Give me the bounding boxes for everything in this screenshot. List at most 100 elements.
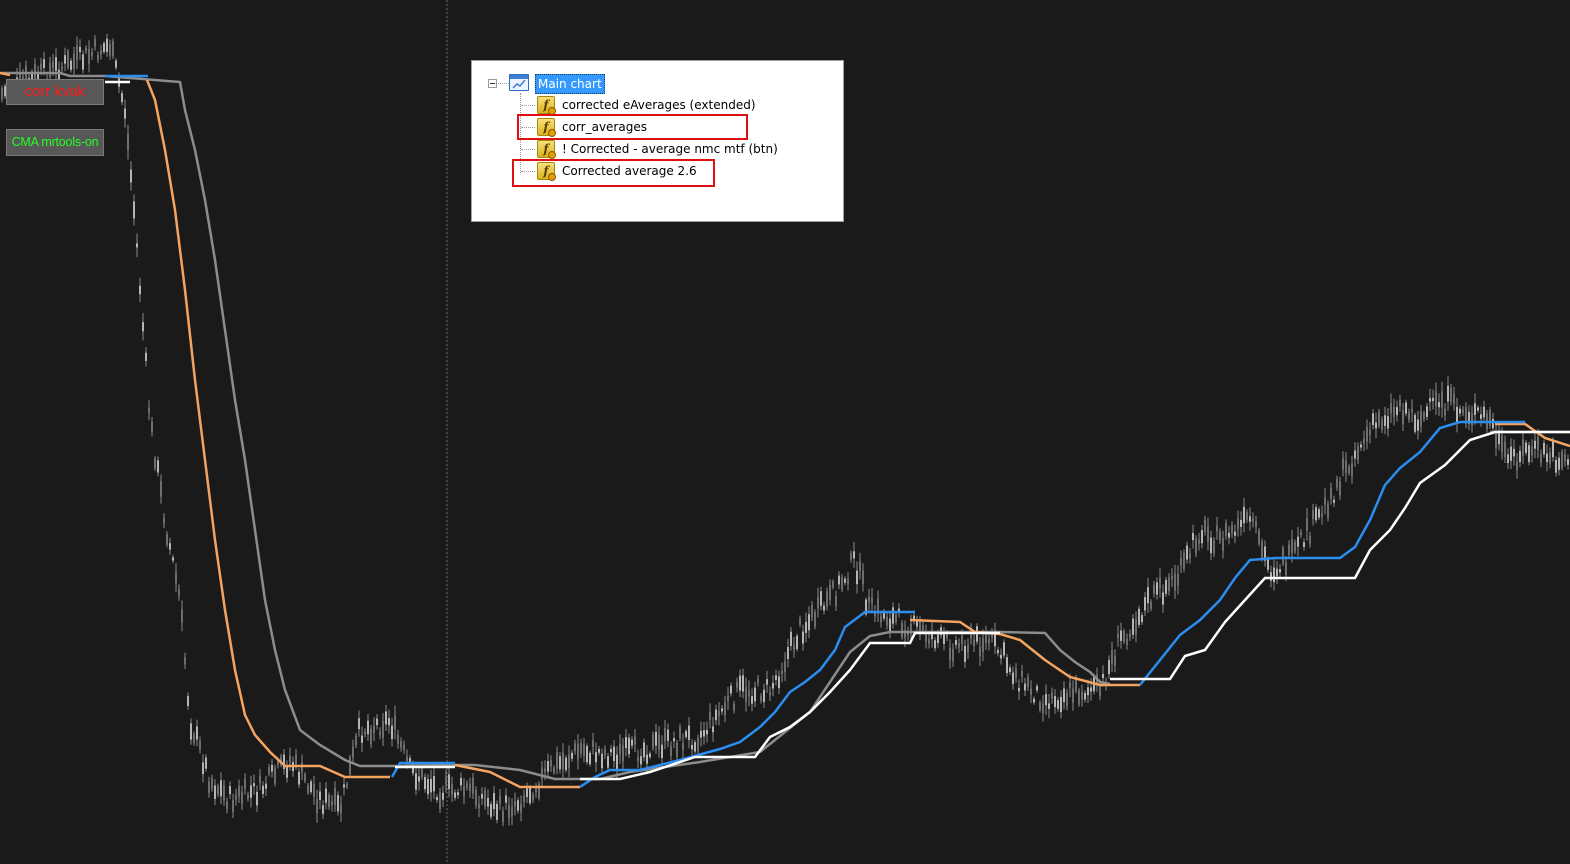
candle-body-176 — [529, 787, 531, 804]
candle-body-357 — [1072, 688, 1074, 703]
candle-body-98 — [295, 754, 297, 765]
candle-body-117 — [352, 746, 354, 758]
candle-body-95 — [286, 765, 288, 778]
candle-body-79 — [238, 786, 240, 797]
blue-corrected-average-line — [105, 74, 1525, 789]
candle-body-267 — [802, 631, 804, 644]
indicator-function-icon: f — [537, 140, 556, 159]
candle-body-519 — [1558, 457, 1560, 470]
candle-body-27 — [82, 54, 84, 70]
candle-body-460 — [1381, 419, 1383, 430]
candle-body-444 — [1333, 499, 1335, 503]
candle-body-127 — [382, 721, 384, 738]
candle-body-12 — [37, 73, 39, 83]
candle-body-413 — [1240, 519, 1242, 527]
candle-body-250 — [751, 696, 753, 704]
candle-body-505 — [1516, 461, 1518, 471]
candle-body-162 — [487, 797, 489, 807]
candle-body-441 — [1324, 497, 1326, 505]
tree-root-main-chart[interactable]: Main chart — [535, 74, 605, 94]
candle-body-133 — [400, 741, 402, 748]
candle-body-16 — [49, 62, 51, 78]
candle-body-503 — [1510, 446, 1512, 461]
candle-body-116 — [349, 756, 351, 774]
candle-body-522 — [1567, 459, 1569, 465]
cma-mrtools-button[interactable]: CMA mrtools-on — [6, 129, 104, 156]
candle-body-448 — [1345, 460, 1347, 474]
candle-body-244 — [733, 703, 735, 711]
candle-body-198 — [595, 752, 597, 763]
tree-item-corrected-average-nmc-mtf[interactable]: ! Corrected - average nmc mtf (btn) — [562, 142, 778, 156]
candle-body-467 — [1402, 410, 1404, 425]
candle-body-81 — [244, 779, 246, 789]
candle-body-148 — [445, 778, 447, 785]
candle-body-276 — [829, 584, 831, 600]
candle-body-304 — [913, 615, 915, 620]
candle-body-156 — [469, 784, 471, 792]
candle-body-138 — [415, 773, 417, 790]
candle-body-216 — [649, 753, 651, 757]
candle-body-17 — [52, 61, 54, 69]
candle-body-383 — [1150, 601, 1152, 609]
candle-body-371 — [1114, 655, 1116, 666]
candle-body-163 — [490, 804, 492, 817]
candle-body-331 — [994, 630, 996, 647]
candle-body-482 — [1447, 385, 1449, 402]
candle-body-58 — [175, 572, 177, 584]
candle-body-510 — [1531, 446, 1533, 456]
candle-body-183 — [550, 760, 552, 767]
candle-body-21 — [64, 55, 66, 64]
candle-body-307 — [922, 624, 924, 631]
candle-body-257 — [772, 682, 774, 689]
candle-body-514 — [1543, 442, 1545, 455]
candle-body-431 — [1294, 542, 1296, 552]
candle-body-369 — [1108, 660, 1110, 675]
candle-body-28 — [85, 47, 87, 52]
candle-body-262 — [787, 647, 789, 660]
candle-body-67 — [202, 762, 204, 775]
candle-body-254 — [763, 689, 765, 703]
candle-body-239 — [718, 711, 720, 717]
candle-body-447 — [1342, 458, 1344, 470]
candle-body-157 — [472, 777, 474, 795]
candle-body-182 — [547, 760, 549, 772]
candle-body-350 — [1051, 692, 1053, 699]
tree-item-corr-averages[interactable]: corr_averages — [562, 120, 647, 134]
candle-body-477 — [1432, 397, 1434, 402]
candle-body-134 — [403, 744, 405, 750]
candle-body-30 — [91, 52, 93, 56]
candle-body-358 — [1075, 677, 1077, 692]
candle-body-494 — [1483, 406, 1485, 418]
candle-body-287 — [862, 570, 864, 585]
candle-body-68 — [205, 757, 207, 769]
candle-body-311 — [934, 640, 936, 649]
candle-body-259 — [778, 676, 780, 689]
tree-item-corrected-eaverages[interactable]: corrected eAverages (extended) — [562, 98, 756, 112]
candle-body-399 — [1198, 539, 1200, 544]
candle-body-422 — [1267, 559, 1269, 570]
collapse-toggle-icon[interactable] — [488, 79, 497, 88]
corr-kvak-button[interactable]: corr kvak — [6, 79, 104, 105]
candle-body-70 — [211, 777, 213, 789]
candle-body-93 — [280, 756, 282, 765]
candle-body-34 — [103, 43, 105, 52]
candle-body-189 — [568, 754, 570, 768]
candle-body-108 — [325, 788, 327, 803]
tree-item-corrected-average-2-6[interactable]: Corrected average 2.6 — [562, 164, 697, 178]
candle-body-360 — [1081, 691, 1083, 700]
candle-body-299 — [898, 608, 900, 612]
candle-body-319 — [958, 643, 960, 649]
candle-body-144 — [433, 776, 435, 792]
candle-body-293 — [880, 615, 882, 623]
price-candles — [1, 34, 1569, 827]
candle-body-255 — [766, 679, 768, 685]
candle-body-452 — [1357, 446, 1359, 460]
candle-body-199 — [598, 748, 600, 753]
candle-body-36 — [109, 43, 111, 56]
candle-body-237 — [712, 726, 714, 733]
candle-body-173 — [520, 804, 522, 813]
candle-body-64 — [193, 734, 195, 744]
candle-body-71 — [214, 785, 216, 799]
candle-body-502 — [1507, 454, 1509, 464]
